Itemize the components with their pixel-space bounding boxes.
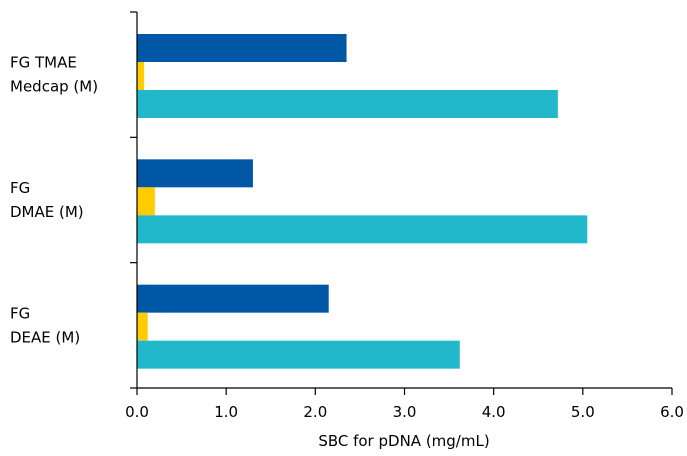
bar-1-series-1	[137, 34, 347, 62]
category-label-2-line-2: DMAE (M)	[10, 203, 84, 221]
x-tick-label-5: 5.0	[571, 403, 595, 421]
x-tick-label-0: 0.0	[125, 403, 149, 421]
bars-group	[137, 34, 588, 369]
bar-1-series-3	[137, 90, 558, 118]
bar-3-series-1	[137, 284, 329, 313]
bar-2-series-2	[137, 187, 155, 216]
category-label-2-line-1: FG	[10, 179, 30, 197]
x-tick-label-2: 2.0	[303, 403, 327, 421]
x-tick-label-1: 1.0	[214, 403, 238, 421]
y-axis-ticks	[130, 11, 137, 389]
category-label-3-line-2: DEAE (M)	[10, 328, 80, 346]
bar-2-series-1	[137, 159, 253, 188]
x-tick-label-3: 3.0	[393, 403, 417, 421]
x-axis-title: SBC for pDNA (mg/mL)	[318, 432, 489, 450]
category-label-3-line-1: FG	[10, 304, 30, 322]
bar-3-series-3	[137, 340, 460, 369]
x-tick-label-4: 4.0	[482, 403, 506, 421]
x-axis-tick-labels: 0.0 1.0 2.0 3.0 4.0 5.0 6.0	[125, 403, 684, 421]
category-labels: FG TMAE Medcap (M) FG DMAE (M) FG DEAE (M)	[10, 54, 98, 347]
bar-2-series-3	[137, 215, 588, 244]
bar-1-series-2	[137, 62, 145, 90]
x-axis-ticks	[136, 388, 673, 395]
category-label-1-line-2: Medcap (M)	[10, 78, 98, 96]
x-tick-label-6: 6.0	[660, 403, 684, 421]
category-label-1-line-1: FG TMAE	[10, 54, 77, 72]
bar-3-series-2	[137, 312, 148, 341]
